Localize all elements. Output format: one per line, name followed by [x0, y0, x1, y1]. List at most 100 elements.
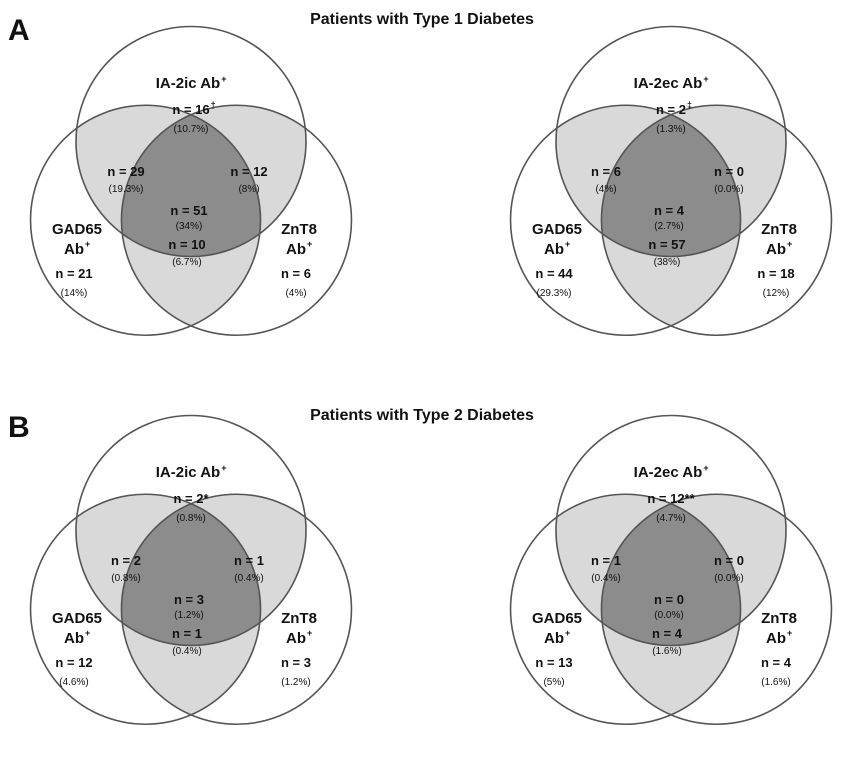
bottom-overlap-percent: (6.7%)	[172, 257, 201, 268]
top-set-label: IA-2ec Ab	[634, 464, 703, 481]
left-set-label: GAD65	[532, 610, 582, 627]
top-set-label-sup: +	[221, 74, 226, 84]
center-overlap-percent: (1.2%)	[174, 610, 203, 621]
right-only-percent: (1.2%)	[281, 677, 310, 688]
top-only-count-sup: †	[211, 100, 216, 110]
top-right-overlap-count: n = 0	[714, 553, 744, 568]
right-set-label-line2: Ab	[766, 241, 786, 258]
right-only-count: n = 18	[757, 266, 794, 281]
center-overlap-count: n = 4	[654, 203, 685, 218]
bottom-overlap-count: n = 57	[648, 237, 685, 252]
top-only-count: n = 2*	[173, 491, 209, 506]
bottom-overlap-count: n = 10	[168, 237, 205, 252]
panel-title: Patients with Type 2 Diabetes	[310, 407, 534, 424]
left-set-label: GAD65	[52, 221, 102, 238]
left-set-label-sup: +	[565, 239, 570, 249]
panel-letter: B	[8, 411, 30, 444]
left-set-circle	[29, 493, 262, 726]
top-only-count: n = 2	[656, 102, 686, 117]
top-left-overlap-percent: (4%)	[595, 184, 616, 195]
panel-letter: A	[8, 14, 30, 47]
center-overlap-count: n = 51	[170, 203, 207, 218]
right-set-circle	[120, 104, 353, 337]
center-overlap-count: n = 0	[654, 592, 684, 607]
right-only-percent: (1.6%)	[761, 677, 790, 688]
top-only-percent: (0.8%)	[176, 513, 205, 524]
top-set-label: IA-2ec Ab	[634, 75, 703, 92]
top-left-overlap-count: n = 2	[111, 553, 141, 568]
top-set-label-sup: +	[221, 463, 226, 473]
venn-diagram: IA-2ic Ab +n = 16 †(10.7%)n = 29(19.3%)n =…	[29, 25, 353, 337]
left-set-label-line2: Ab	[64, 630, 84, 647]
center-overlap-count: n = 3	[174, 592, 204, 607]
left-set-label: GAD65	[532, 221, 582, 238]
top-set-label-sup: +	[703, 74, 708, 84]
bottom-overlap-percent: (0.4%)	[172, 646, 201, 657]
right-set-label-line2: Ab	[766, 630, 786, 647]
right-set-label: ZnT8	[761, 221, 797, 238]
top-set-label: IA-2ic Ab	[156, 75, 220, 92]
right-only-count: n = 6	[281, 266, 311, 281]
left-set-circle	[509, 493, 742, 726]
left-set-label-sup: +	[565, 628, 570, 638]
top-set-circle	[75, 414, 307, 647]
left-set-circle	[29, 104, 262, 337]
top-left-overlap-percent: (0.4%)	[591, 573, 620, 584]
top-left-overlap-count: n = 1	[591, 553, 621, 568]
bottom-overlap-percent: (38%)	[654, 257, 681, 268]
top-set-circle	[555, 25, 787, 258]
left-set-label-line2: Ab	[544, 630, 564, 647]
right-set-label-line2: Ab	[286, 630, 306, 647]
top-only-percent: (1.3%)	[656, 124, 685, 135]
top-only-count: n = 16	[172, 102, 209, 117]
top-only-percent: (10.7%)	[173, 124, 208, 135]
right-set-label-sup: +	[787, 628, 792, 638]
right-set-label-line2: Ab	[286, 241, 306, 258]
right-set-label-sup: +	[307, 628, 312, 638]
top-set-circle	[555, 414, 787, 647]
top-right-overlap-count: n = 0	[714, 164, 744, 179]
top-only-count: n = 12**	[647, 491, 695, 506]
top-left-overlap-percent: (19.3%)	[108, 184, 143, 195]
right-set-circle	[120, 493, 353, 726]
center-overlap-region	[121, 105, 261, 257]
venn-diagram: IA-2ec Ab +n = 12**(4.7%)n = 1(0.4%)n = 0…	[509, 414, 833, 726]
center-overlap-region	[601, 494, 741, 646]
left-only-count: n = 13	[535, 655, 572, 670]
right-only-count: n = 4	[761, 655, 792, 670]
top-only-count-sup: ‡	[687, 100, 692, 110]
center-overlap-region	[601, 105, 741, 257]
bottom-overlap-percent: (1.6%)	[652, 646, 681, 657]
right-only-percent: (4%)	[285, 288, 306, 299]
top-right-overlap-count: n = 1	[234, 553, 264, 568]
venn-diagram: IA-2ic Ab +n = 2*(0.8%)n = 2(0.8%)n = 1(0…	[29, 414, 353, 726]
center-overlap-percent: (0.0%)	[654, 610, 683, 621]
right-set-label-sup: +	[787, 239, 792, 249]
center-overlap-region	[121, 494, 261, 646]
bottom-overlap-count: n = 1	[172, 626, 202, 641]
left-only-count: n = 12	[55, 655, 92, 670]
left-only-percent: (14%)	[61, 288, 88, 299]
right-set-label: ZnT8	[281, 221, 317, 238]
top-left-overlap-percent: (0.8%)	[111, 573, 140, 584]
top-right-overlap-percent: (8%)	[238, 184, 259, 195]
top-right-overlap-percent: (0.0%)	[714, 184, 743, 195]
left-set-label-line2: Ab	[64, 241, 84, 258]
left-only-percent: (5%)	[543, 677, 564, 688]
right-set-circle	[600, 104, 833, 337]
left-set-label: GAD65	[52, 610, 102, 627]
center-overlap-percent: (2.7%)	[654, 221, 683, 232]
right-only-percent: (12%)	[763, 288, 790, 299]
right-set-circle	[600, 493, 833, 726]
top-set-circle	[75, 25, 307, 258]
left-set-circle	[509, 104, 742, 337]
top-right-overlap-percent: (0.4%)	[234, 573, 263, 584]
left-set-label-sup: +	[85, 239, 90, 249]
bottom-overlap-count: n = 4	[652, 626, 683, 641]
top-right-overlap-percent: (0.0%)	[714, 573, 743, 584]
top-right-overlap-count: n = 12	[230, 164, 267, 179]
venn-diagram: IA-2ec Ab +n = 2 ‡(1.3%)n = 6(4%)n = 0(0.0…	[509, 25, 833, 337]
